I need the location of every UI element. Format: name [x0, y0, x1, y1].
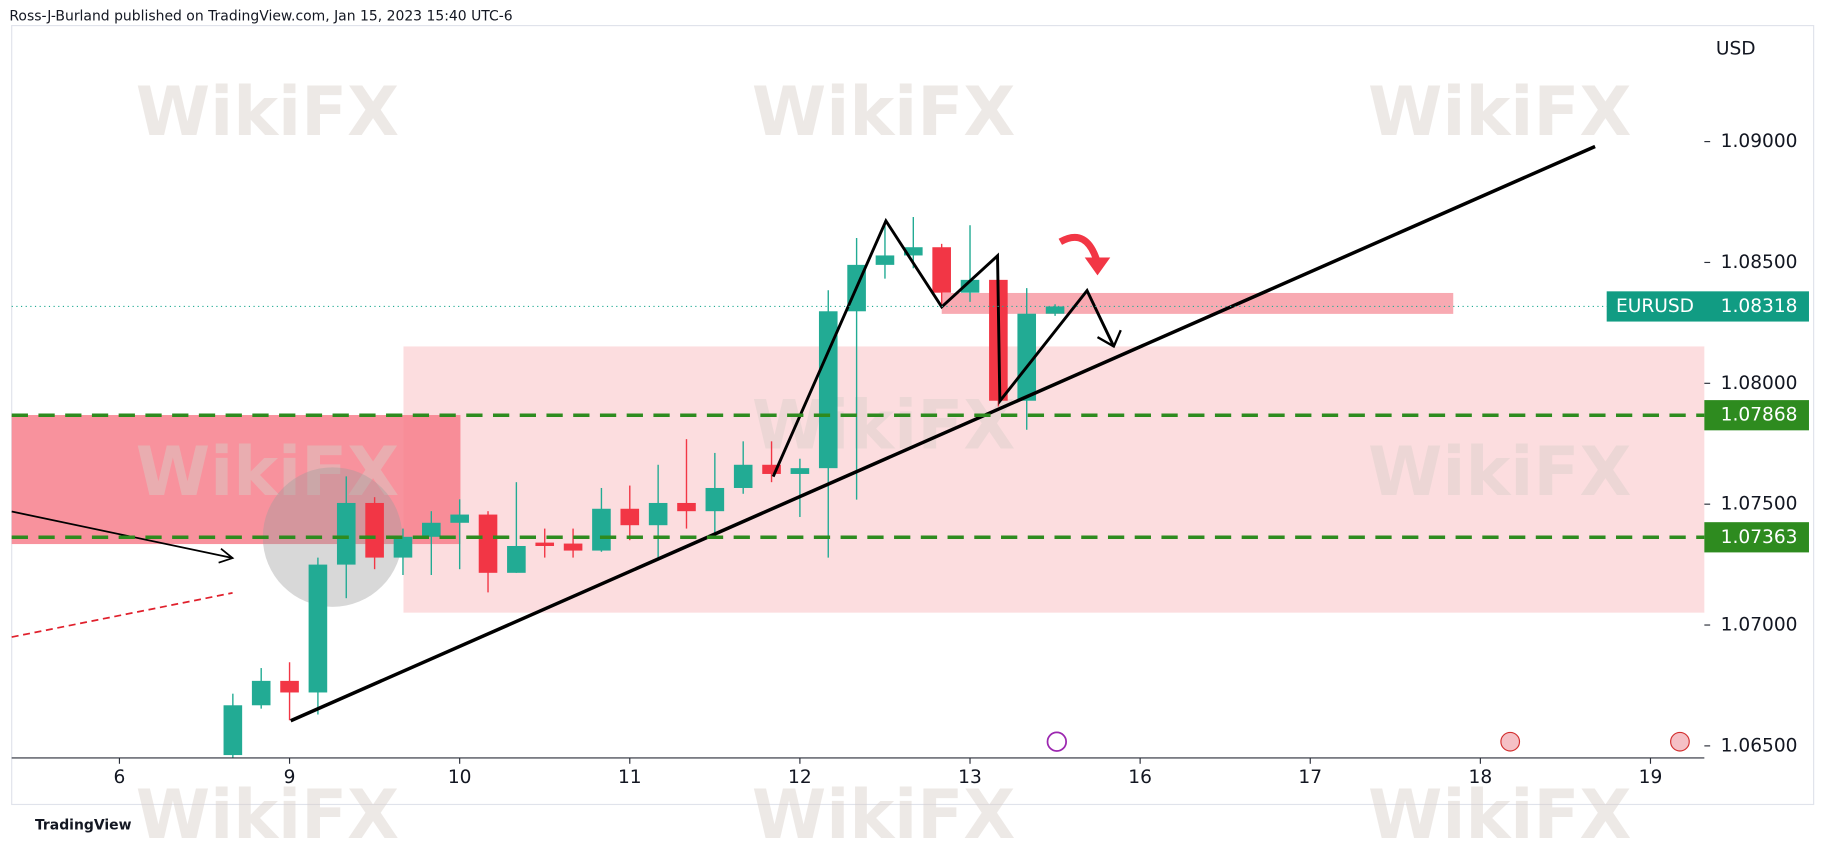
- arrow: [11, 510, 233, 559]
- zone: [11, 415, 461, 545]
- zone: [403, 346, 1705, 613]
- candle-body: [790, 468, 810, 474]
- x-tick-label: 16: [1128, 767, 1152, 788]
- candle-body: [535, 542, 555, 546]
- level-label-box: [1704, 522, 1809, 553]
- arrowhead: [1096, 329, 1122, 349]
- candle-body: [365, 502, 384, 558]
- candle-body: [932, 247, 951, 293]
- candle-body: [592, 508, 611, 551]
- y-tick-label: 1.07000: [1721, 615, 1798, 636]
- candle-body: [818, 311, 838, 469]
- x-tick-label: 17: [1298, 767, 1322, 788]
- candle-body: [648, 502, 668, 526]
- candle-body: [450, 514, 469, 523]
- watermark: WikiFX: [1368, 72, 1631, 151]
- candle-body: [762, 464, 781, 474]
- watermark: WikiFX: [752, 72, 1015, 151]
- candle-body: [422, 522, 441, 537]
- x-tick-label: 18: [1469, 767, 1493, 788]
- y-tick-label: 1.07500: [1721, 494, 1798, 515]
- zigzag: [771, 217, 1116, 478]
- watermark: WikiFX: [136, 432, 399, 511]
- x-tick-label: 19: [1639, 767, 1663, 788]
- price-label: 1.08318: [1721, 296, 1798, 317]
- trendline: [290, 144, 1596, 723]
- curved-arrow: [1058, 233, 1101, 264]
- candle-body: [308, 564, 328, 693]
- candle-body: [251, 680, 271, 706]
- watermark: WikiFX: [1368, 432, 1631, 511]
- x-tick-label: 13: [958, 767, 982, 788]
- y-tick-label: 1.08500: [1721, 252, 1798, 273]
- candle-body: [223, 705, 243, 756]
- level-label-box: [1704, 400, 1809, 431]
- symbol-label: EURUSD: [1616, 296, 1694, 317]
- level-label: 1.07363: [1721, 527, 1798, 548]
- price-label-box: [1606, 291, 1809, 322]
- x-tick-label: 10: [448, 767, 472, 788]
- watermark: WikiFX: [1368, 775, 1631, 844]
- candle-body: [620, 508, 640, 526]
- zone: [941, 292, 1454, 314]
- dashed-line: [11, 592, 233, 638]
- candle-body: [1045, 306, 1065, 314]
- currency: USD: [1716, 38, 1756, 59]
- y-tick-label: 1.08000: [1721, 373, 1798, 394]
- watermark: WikiFX: [752, 386, 1015, 465]
- candle-body: [705, 487, 725, 512]
- candle-body: [960, 279, 980, 293]
- drawings: [11, 144, 1596, 723]
- x-tick-label: 12: [788, 767, 812, 788]
- candle-body: [336, 502, 356, 565]
- candle-body: [904, 247, 923, 256]
- x-tick-label: 9: [284, 767, 296, 788]
- candle-body: [280, 680, 299, 693]
- candle-body: [507, 545, 526, 573]
- footer: TradingView: [35, 817, 132, 833]
- y-tick-label: 1.09000: [1721, 131, 1798, 152]
- arrowhead: [1084, 257, 1111, 276]
- event-icon: [1500, 731, 1521, 752]
- y-tick-label: 1.06500: [1721, 735, 1798, 756]
- arrowhead: [218, 548, 235, 564]
- event-icon: [1670, 731, 1690, 752]
- candle-body: [1017, 313, 1037, 401]
- candle-body: [875, 255, 895, 265]
- watermark: WikiFX: [752, 775, 1015, 844]
- level-label: 1.07868: [1721, 405, 1798, 426]
- candle-body: [733, 464, 753, 488]
- event-icon: [1046, 731, 1067, 752]
- x-tick-label: 11: [618, 767, 642, 788]
- candle-body: [563, 543, 583, 551]
- watermark: WikiFX: [136, 72, 399, 151]
- candle-body: [478, 514, 498, 573]
- watermark: WikiFX: [136, 775, 399, 844]
- candle-body: [393, 536, 413, 558]
- header: Ross-J-Burland published on TradingView.…: [9, 8, 512, 24]
- candle-body: [677, 502, 696, 512]
- x-tick-label: 6: [114, 767, 126, 788]
